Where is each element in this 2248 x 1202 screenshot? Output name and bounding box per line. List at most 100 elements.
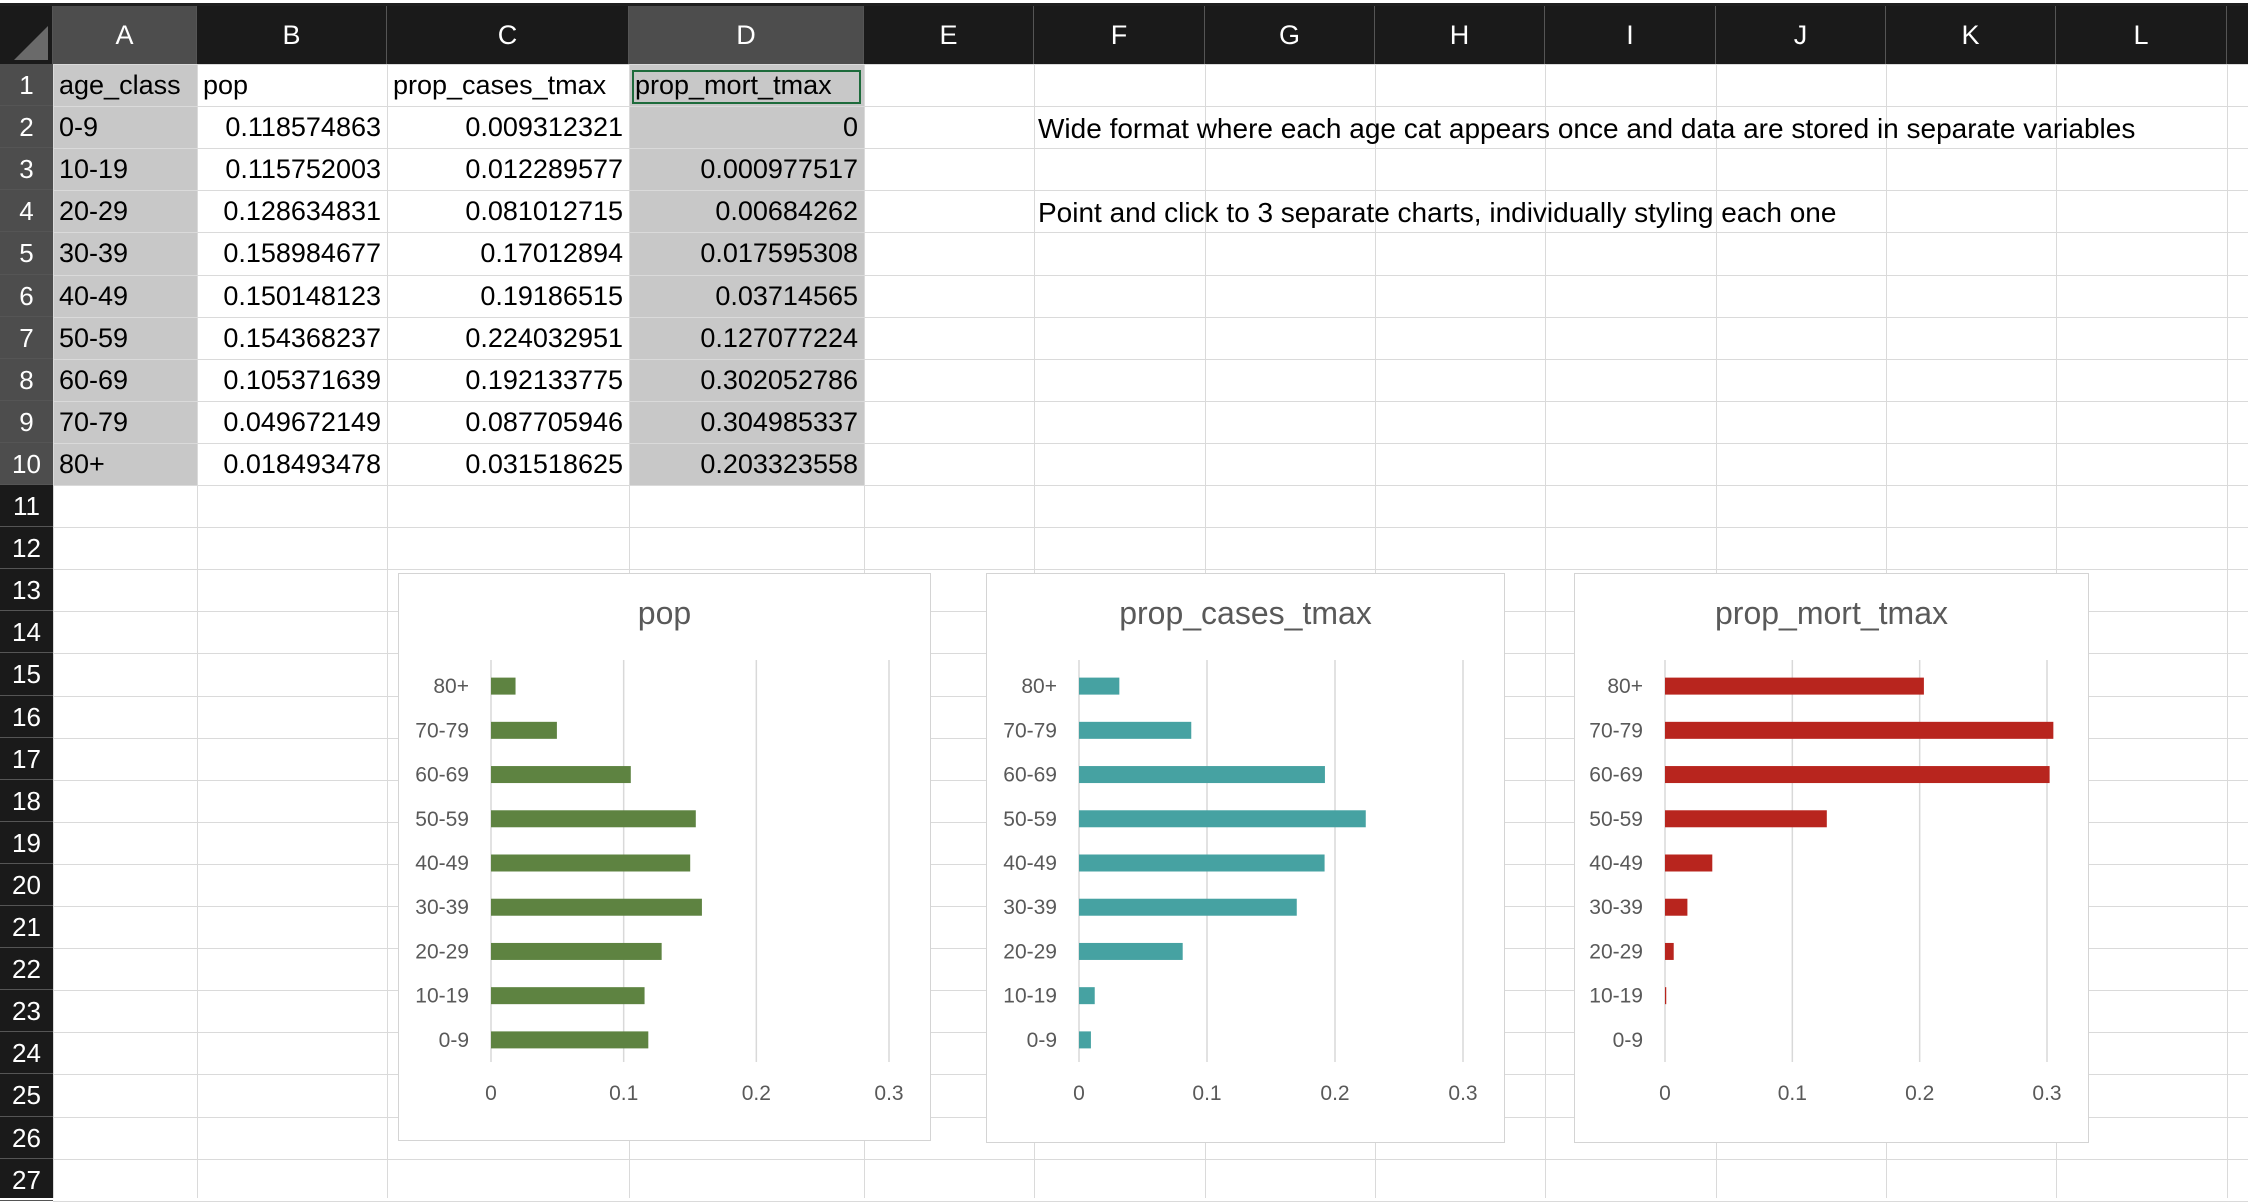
row-header-13[interactable]: 13 <box>0 569 53 611</box>
category-label: 30-39 <box>1003 896 1057 919</box>
value-cell[interactable]: 0.128634831 <box>223 196 381 226</box>
category-label: 70-79 <box>1003 719 1057 742</box>
value-cell[interactable]: 0.118574863 <box>225 112 381 142</box>
value-cell[interactable]: 0.203323558 <box>700 449 858 479</box>
row-header-15[interactable]: 15 <box>0 653 53 696</box>
age-class-cell[interactable]: 20-29 <box>59 196 129 226</box>
column-header-b[interactable]: B <box>197 6 387 64</box>
row-header-8[interactable]: 8 <box>0 359 53 401</box>
value-cell[interactable]: 0 <box>842 112 858 142</box>
active-cell-selection[interactable] <box>632 70 861 104</box>
column-header-f[interactable]: F <box>1034 6 1205 64</box>
value-cell[interactable]: 0.000977517 <box>700 154 858 184</box>
row-header-2[interactable]: 2 <box>0 106 53 148</box>
column-header-l[interactable]: L <box>2056 6 2227 64</box>
row-header-5[interactable]: 5 <box>0 232 53 275</box>
age-class-cell[interactable]: 50-59 <box>59 323 129 353</box>
row-header-1[interactable]: 1 <box>0 64 53 106</box>
value-cell[interactable]: 0.105371639 <box>223 365 381 395</box>
header-cell-pop[interactable]: pop <box>203 70 249 100</box>
value-cell[interactable]: 0.00684262 <box>715 196 858 226</box>
value-cell[interactable]: 0.150148123 <box>223 281 381 311</box>
row-header-18[interactable]: 18 <box>0 780 53 822</box>
age-class-cell[interactable]: 40-49 <box>59 281 129 311</box>
value-cell[interactable]: 0.087705946 <box>465 407 623 437</box>
row-header-3[interactable]: 3 <box>0 148 53 190</box>
age-class-cell[interactable]: 70-79 <box>59 407 129 437</box>
row-header-22[interactable]: 22 <box>0 948 53 990</box>
category-label: 30-39 <box>415 896 469 919</box>
column-header-j[interactable]: J <box>1716 6 1886 64</box>
value-cell[interactable]: 0.018493478 <box>223 449 381 479</box>
grid-line <box>387 64 388 1198</box>
row-header-27[interactable]: 27 <box>0 1159 53 1201</box>
value-cell[interactable]: 0.115752003 <box>225 154 381 184</box>
row-header-16[interactable]: 16 <box>0 696 53 738</box>
row-header-20[interactable]: 20 <box>0 864 53 906</box>
grid-line <box>53 275 2248 276</box>
column-header-i[interactable]: I <box>1545 6 1716 64</box>
chart-prop-mort-tmax[interactable]: prop_mort_tmax 0 0.1 0.2 0.3 0-9 10-19 20-29 30-… <box>1574 573 2089 1143</box>
x-tick-label: 0 <box>1659 1082 1671 1105</box>
category-label: 40-49 <box>1003 852 1057 875</box>
note-cell-f2[interactable]: Wide format where each age cat appears o… <box>1038 113 2136 144</box>
value-cell[interactable]: 0.224032951 <box>465 323 623 353</box>
chart-pop[interactable]: pop 0 0.1 0.2 0.3 0-9 10-19 20-29 30-39 40-49 50-5… <box>398 573 931 1141</box>
x-tick-label: 0.2 <box>1905 1082 1934 1105</box>
value-cell[interactable]: 0.17012894 <box>480 238 623 268</box>
header-cell-age-class[interactable]: age_class <box>59 70 181 100</box>
column-header-a[interactable]: A <box>53 6 197 64</box>
age-class-cell[interactable]: 80+ <box>59 449 105 479</box>
value-cell[interactable]: 0.017595308 <box>700 238 858 268</box>
bar-70-79 <box>1665 721 2054 739</box>
value-cell[interactable]: 0.009312321 <box>465 112 623 142</box>
value-cell[interactable]: 0.03714565 <box>715 281 858 311</box>
bar-10-19 <box>491 987 645 1005</box>
chart-svg: prop_mort_tmax 0 0.1 0.2 0.3 0-9 10-19 20-29 30-… <box>1589 595 2061 1105</box>
header-cell-prop-cases-tmax[interactable]: prop_cases_tmax <box>393 70 607 100</box>
value-cell[interactable]: 0.154368237 <box>223 323 381 353</box>
age-class-cell[interactable]: 30-39 <box>59 238 129 268</box>
value-cell[interactable]: 0.127077224 <box>700 323 858 353</box>
row-header-11[interactable]: 11 <box>0 485 53 527</box>
row-header-25[interactable]: 25 <box>0 1074 53 1117</box>
row-header-26[interactable]: 26 <box>0 1117 53 1159</box>
select-all-corner[interactable] <box>0 6 53 64</box>
header-cell-prop-mort-tmax[interactable]: prop_mort_tmax <box>635 70 832 100</box>
bar-50-59 <box>1079 810 1366 828</box>
value-cell[interactable]: 0.158984677 <box>223 238 381 268</box>
category-label: 40-49 <box>1589 852 1643 875</box>
column-header-d[interactable]: D <box>629 6 864 64</box>
column-header-c[interactable]: C <box>387 6 629 64</box>
grid-line <box>53 148 2248 149</box>
value-cell[interactable]: 0.049672149 <box>223 407 381 437</box>
column-header-g[interactable]: G <box>1205 6 1375 64</box>
value-cell[interactable]: 0.192133775 <box>465 365 623 395</box>
row-header-12[interactable]: 12 <box>0 527 53 569</box>
row-header-10[interactable]: 10 <box>0 443 53 485</box>
row-header-24[interactable]: 24 <box>0 1032 53 1074</box>
chart-prop-cases-tmax[interactable]: prop_cases_tmax 0 0.1 0.2 0.3 0-9 10-19 20-29 30… <box>986 573 1505 1143</box>
row-header-21[interactable]: 21 <box>0 906 53 948</box>
row-header-4[interactable]: 4 <box>0 190 53 232</box>
row-header-14[interactable]: 14 <box>0 611 53 653</box>
column-header-h[interactable]: H <box>1375 6 1545 64</box>
value-cell[interactable]: 0.302052786 <box>700 365 858 395</box>
row-header-23[interactable]: 23 <box>0 990 53 1032</box>
age-class-cell[interactable]: 0-9 <box>59 112 99 142</box>
value-cell[interactable]: 0.012289577 <box>465 154 623 184</box>
row-header-6[interactable]: 6 <box>0 275 53 317</box>
column-header-k[interactable]: K <box>1886 6 2056 64</box>
age-class-cell[interactable]: 60-69 <box>59 365 129 395</box>
value-cell[interactable]: 0.19186515 <box>480 281 623 311</box>
row-header-7[interactable]: 7 <box>0 317 53 359</box>
value-cell[interactable]: 0.031518625 <box>465 449 623 479</box>
note-cell-f4[interactable]: Point and click to 3 separate charts, in… <box>1038 197 1837 228</box>
column-header-e[interactable]: E <box>864 6 1034 64</box>
row-header-19[interactable]: 19 <box>0 822 53 864</box>
value-cell[interactable]: 0.304985337 <box>700 407 858 437</box>
row-header-17[interactable]: 17 <box>0 738 53 780</box>
value-cell[interactable]: 0.081012715 <box>465 196 623 226</box>
row-header-9[interactable]: 9 <box>0 401 53 443</box>
age-class-cell[interactable]: 10-19 <box>59 154 129 184</box>
